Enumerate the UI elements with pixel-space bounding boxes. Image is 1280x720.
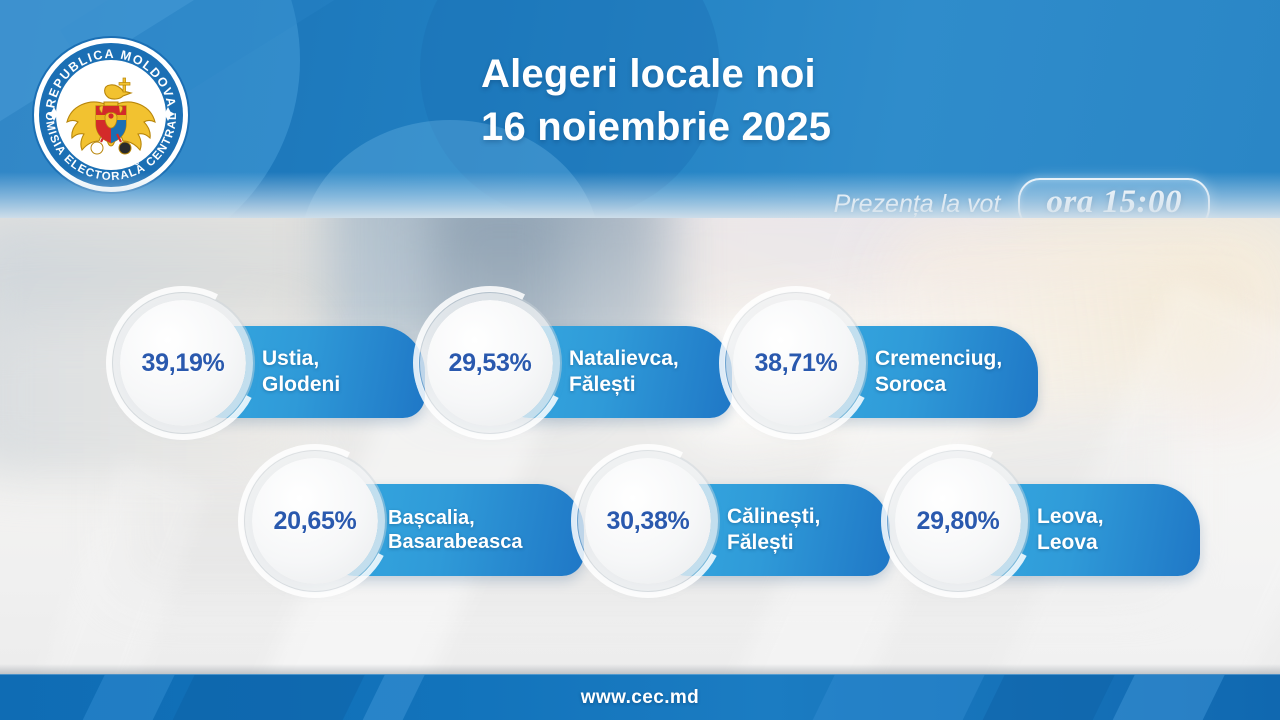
card-location-line1: Leova, (1037, 505, 1104, 529)
page-title: Alegeri locale noi 16 noiembrie 2025 (481, 48, 831, 154)
turnout-card: Leova, Leova 29,80% (895, 458, 1210, 588)
card-circle (252, 458, 378, 584)
turnout-card: Cremenciug, Soroca 38,71% (733, 300, 1048, 430)
turnout-card: Natalievca, Fălești 29,53% (427, 300, 742, 430)
card-location: Cremenciug, Soroca (813, 346, 1002, 397)
card-location-line2: Soroca (875, 373, 947, 396)
card-percentage: 29,80% (916, 506, 1000, 535)
card-location-line1: Ustia, (262, 347, 320, 371)
card-circle (585, 458, 711, 584)
card-location-line1: Natalievca, (569, 347, 679, 371)
card-location: Călinești, Fălești (665, 504, 820, 555)
card-percentage: 20,65% (273, 506, 357, 535)
turnout-card: Bașcalia, Basarabeasca 20,65% (252, 458, 584, 588)
card-location: Ustia, Glodeni (200, 346, 340, 397)
footer-shadow (0, 664, 1280, 674)
card-location: Leova, Leova (975, 504, 1104, 555)
card-location-line1: Călinești, (727, 505, 821, 529)
card-percentage: 38,71% (754, 348, 838, 377)
card-percentage: 39,19% (141, 348, 225, 377)
card-circle (427, 300, 553, 426)
website-url[interactable]: www.cec.md (580, 686, 700, 708)
card-location-line1: Cremenciug, (875, 347, 1003, 371)
header-banner: REPUBLICA MOLDOVA COMISIA ELECTORALĂ CEN… (0, 0, 1280, 218)
card-circle (895, 458, 1021, 584)
card-location: Natalievca, Fălești (507, 346, 679, 397)
turnout-card: Ustia, Glodeni 39,19% (120, 300, 435, 430)
turnout-card: Călinești, Fălești 30,38% (585, 458, 900, 588)
title-line-1: Alegeri locale noi (481, 52, 816, 96)
card-location: Bașcalia, Basarabeasca (332, 506, 523, 555)
cec-moldova-logo-icon: REPUBLICA MOLDOVA COMISIA ELECTORALĂ CEN… (26, 30, 196, 200)
card-location-line2: Glodeni (262, 373, 341, 396)
card-circle (120, 300, 246, 426)
card-circle (733, 300, 859, 426)
card-percentage: 30,38% (606, 506, 690, 535)
card-percentage: 29,53% (448, 348, 532, 377)
card-location-line2: Basarabeasca (388, 531, 523, 553)
card-location-line2: Leova (1037, 531, 1098, 554)
card-location-line1: Bașcalia, (388, 506, 475, 529)
card-pill: Bașcalia, Basarabeasca (332, 484, 584, 576)
card-location-line2: Fălești (569, 373, 636, 396)
title-line-2: 16 noiembrie 2025 (481, 105, 832, 150)
card-location-line2: Fălești (727, 531, 794, 554)
footer-bar: www.cec.md (0, 674, 1280, 720)
